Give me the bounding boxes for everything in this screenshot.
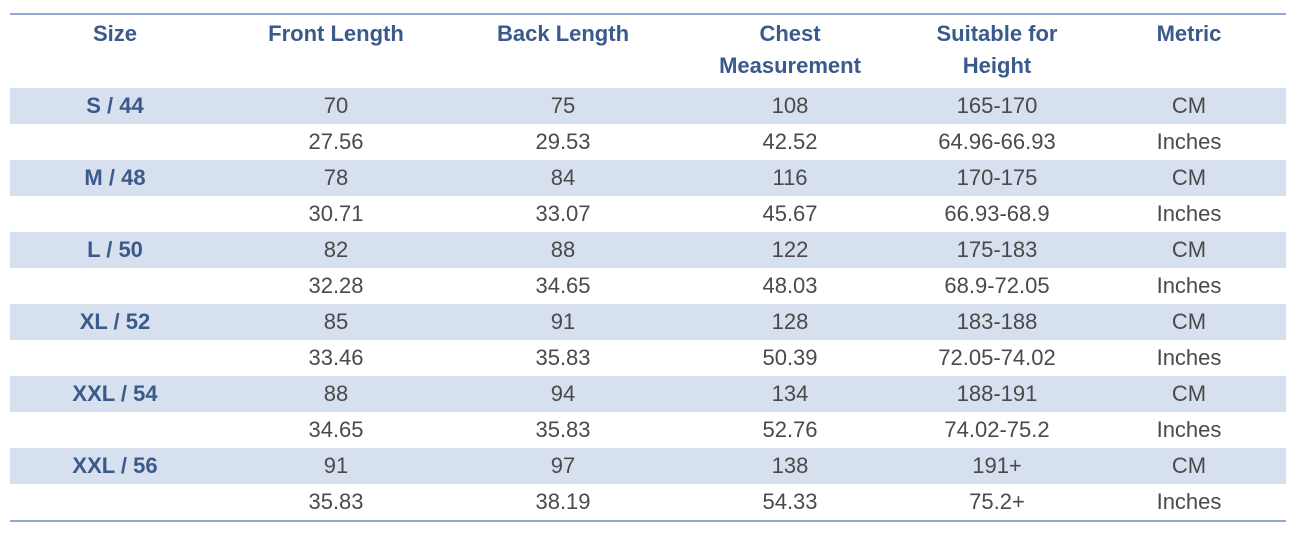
inch-cell: 66.93-68.9	[944, 201, 1050, 226]
cm-cell: 97	[550, 453, 576, 478]
inch-cell: 35.83	[308, 489, 364, 514]
cm-cell: 170-175	[956, 165, 1038, 190]
header-cell: Metric	[1156, 21, 1222, 46]
inch-cell: 74.02-75.2	[944, 417, 1050, 442]
inch-cell: 54.33	[762, 489, 818, 514]
row-shade	[10, 160, 1286, 196]
cm-cell: 138	[771, 453, 809, 478]
cm-cell: 91	[323, 453, 349, 478]
row-shade	[10, 376, 1286, 412]
inch-cell: Inches	[1156, 201, 1222, 226]
cm-cell: CM	[1171, 165, 1207, 190]
cm-cell: 175-183	[956, 237, 1038, 262]
cm-cell: 70	[323, 93, 349, 118]
inch-cell: 48.03	[762, 273, 818, 298]
size-cell: L / 50	[87, 237, 143, 262]
inch-cell: 30.71	[308, 201, 364, 226]
cm-cell: 94	[550, 381, 576, 406]
cm-cell: 188-191	[956, 381, 1038, 406]
cm-cell: 88	[323, 381, 349, 406]
cm-cell: 85	[323, 309, 349, 334]
cm-cell: 75	[550, 93, 576, 118]
cm-cell: 128	[771, 309, 809, 334]
cm-cell: 122	[771, 237, 809, 262]
inch-cell: 50.39	[762, 345, 818, 370]
header-cell: Size	[92, 21, 138, 46]
cm-cell: CM	[1171, 309, 1207, 334]
cm-cell: 183-188	[956, 309, 1038, 334]
inch-cell: 35.83	[535, 417, 591, 442]
cm-cell: 165-170	[956, 93, 1038, 118]
cm-cell: 91	[550, 309, 576, 334]
inch-cell: 34.65	[535, 273, 591, 298]
inch-cell: Inches	[1156, 345, 1222, 370]
inch-cell: 52.76	[762, 417, 818, 442]
inch-cell: 35.83	[535, 345, 591, 370]
inch-cell: 38.19	[535, 489, 591, 514]
inch-cell: 33.46	[308, 345, 364, 370]
size-cell: XXL / 56	[72, 453, 158, 478]
header-cell: Chest Measurement	[719, 21, 861, 78]
row-shade	[10, 448, 1286, 484]
row-shade	[10, 304, 1286, 340]
row-shade	[10, 232, 1286, 268]
cm-cell: CM	[1171, 453, 1207, 478]
inch-cell: 33.07	[535, 201, 591, 226]
inch-cell: 29.53	[535, 129, 591, 154]
cm-cell: 134	[771, 381, 809, 406]
inch-cell: 75.2+	[969, 489, 1025, 514]
inch-cell: 68.9-72.05	[944, 273, 1050, 298]
row-shade	[10, 88, 1286, 124]
cm-cell: 84	[550, 165, 576, 190]
top-rule	[10, 13, 1286, 15]
header-cell: Suitable for Height	[936, 21, 1058, 78]
bottom-rule	[10, 520, 1286, 522]
inch-cell: Inches	[1156, 129, 1222, 154]
cm-cell: 108	[771, 93, 809, 118]
cm-cell: 82	[323, 237, 349, 262]
cm-cell: CM	[1171, 381, 1207, 406]
cm-cell: CM	[1171, 93, 1207, 118]
cm-cell: 88	[550, 237, 576, 262]
header-cell: Back Length	[496, 21, 630, 46]
inch-cell: 32.28	[308, 273, 364, 298]
cm-cell: CM	[1171, 237, 1207, 262]
inch-cell: 45.67	[762, 201, 818, 226]
inch-cell: Inches	[1156, 273, 1222, 298]
size-cell: M / 48	[84, 165, 146, 190]
header-cell: Front Length	[268, 21, 404, 46]
size-cell: XL / 52	[79, 309, 151, 334]
cm-cell: 191+	[972, 453, 1022, 478]
inch-cell: Inches	[1156, 417, 1222, 442]
cm-cell: 78	[323, 165, 349, 190]
inch-cell: 34.65	[308, 417, 364, 442]
inch-cell: 42.52	[762, 129, 818, 154]
size-cell: XXL / 54	[72, 381, 158, 406]
inch-cell: Inches	[1156, 489, 1222, 514]
inch-cell: 64.96-66.93	[938, 129, 1056, 154]
size-cell: S / 44	[86, 93, 144, 118]
inch-cell: 72.05-74.02	[938, 345, 1056, 370]
cm-cell: 116	[772, 165, 808, 190]
inch-cell: 27.56	[308, 129, 364, 154]
